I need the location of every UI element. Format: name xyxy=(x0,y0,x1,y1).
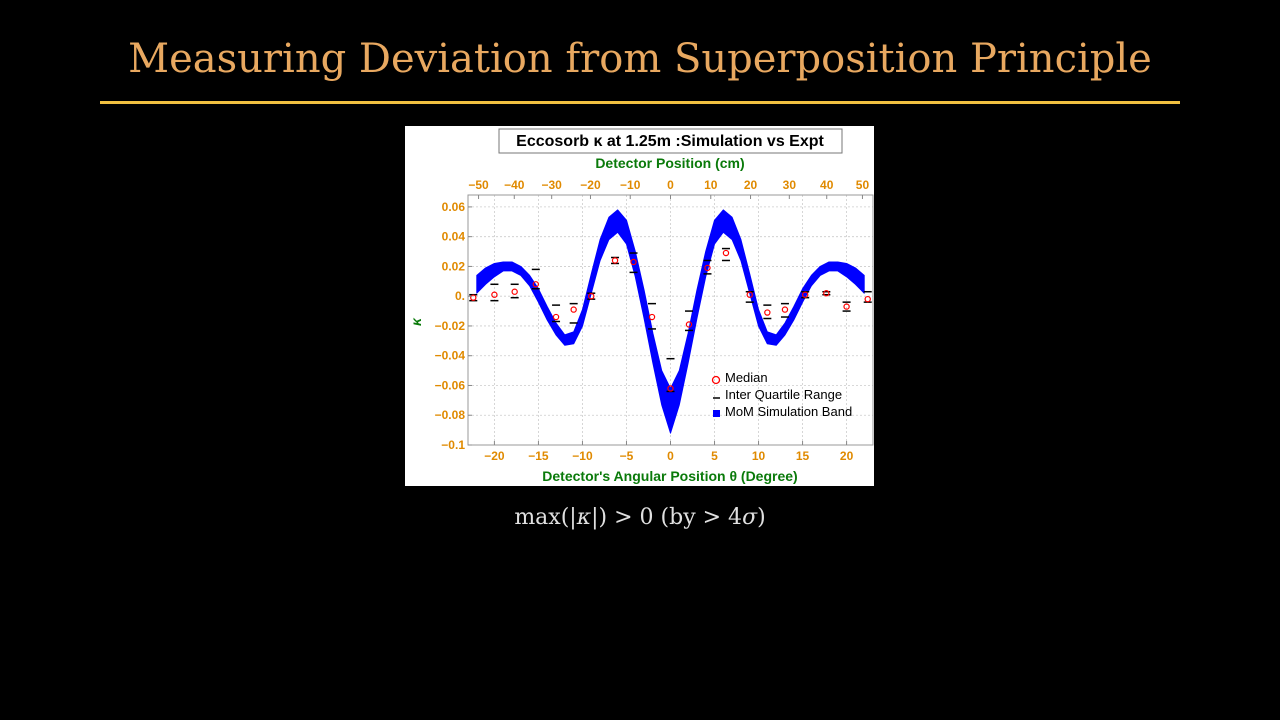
x2-tick-label: 0 xyxy=(667,178,674,192)
median-point xyxy=(843,303,850,310)
median-point xyxy=(704,264,711,272)
caption-kappa: κ xyxy=(576,505,592,530)
median-point xyxy=(802,291,809,298)
x2-tick-label: −50 xyxy=(468,178,489,192)
median-point xyxy=(781,306,789,313)
x2-tick-label: 20 xyxy=(744,178,758,192)
y-tick-label: −0.08 xyxy=(435,408,466,422)
slide-title: Measuring Deviation from Superposition P… xyxy=(128,36,1152,82)
y-tick-label: −0.04 xyxy=(435,349,466,363)
legend: Median Inter Quartile Range MoM Simulati… xyxy=(711,370,852,419)
x-tick-label: 5 xyxy=(711,449,718,463)
x-tick-label: −15 xyxy=(528,449,549,463)
y-tick-label: 0. xyxy=(455,289,465,303)
median-point xyxy=(630,258,637,266)
y-tick-label: 0.06 xyxy=(442,200,466,214)
caption-prefix: max(| xyxy=(514,505,577,530)
x-tick-label: 15 xyxy=(796,449,810,463)
median-point xyxy=(764,309,771,316)
y-tick-label: −0.1 xyxy=(441,438,465,452)
y-tick-label: 0.02 xyxy=(442,259,466,273)
top-axis-label: Detector Position (cm) xyxy=(595,155,744,171)
median-point xyxy=(864,295,871,303)
x2-tick-label: 40 xyxy=(820,178,834,192)
median-point xyxy=(511,288,518,295)
legend-band-label: MoM Simulation Band xyxy=(725,404,852,419)
median-point xyxy=(648,313,656,321)
median-point xyxy=(722,249,730,257)
y-tick-label: −0.02 xyxy=(435,319,466,333)
y-tick-label: 0.04 xyxy=(442,230,466,244)
y-axis-label: κ xyxy=(408,317,424,326)
title-divider xyxy=(100,101,1180,104)
bottom-axis-label: Detector's Angular Position θ (Degree) xyxy=(542,468,797,484)
x-tick-label: 0 xyxy=(667,449,674,463)
median-point xyxy=(491,291,498,298)
y-tick-label: −0.06 xyxy=(435,378,466,392)
slide-caption: max(|κ|) > 0 (by > 4σ) xyxy=(0,505,1280,530)
median-point xyxy=(470,294,477,301)
x2-tick-label: −20 xyxy=(580,178,601,192)
tick-labels: −20 −15 −10 −5 0 5 10 15 200.060.040.020.−0.02−0… xyxy=(435,178,870,463)
median-series xyxy=(470,249,871,392)
x2-tick-label: −10 xyxy=(620,178,641,192)
chart-figure: Eccosorb κ at 1.25m :Simulation vs Expt … xyxy=(405,126,874,486)
chart-svg: Eccosorb κ at 1.25m :Simulation vs Expt … xyxy=(408,128,874,484)
x2-tick-label: −30 xyxy=(541,178,562,192)
median-point xyxy=(823,290,830,297)
chart-title-box xyxy=(498,128,843,154)
caption-close: ) xyxy=(757,505,766,530)
chart-title: Eccosorb κ at 1.25m :Simulation vs Expt xyxy=(516,133,824,150)
caption-sigma: σ xyxy=(742,505,758,530)
x-tick-label: −20 xyxy=(484,449,505,463)
x2-tick-label: 10 xyxy=(704,178,718,192)
legend-median-label: Median xyxy=(725,370,768,385)
legend-band-marker xyxy=(713,410,720,417)
x2-tick-label: −40 xyxy=(504,178,525,192)
median-point xyxy=(570,306,577,313)
x-tick-label: 20 xyxy=(840,449,854,463)
x2-tick-label: 30 xyxy=(783,178,797,192)
legend-iqr-label: Inter Quartile Range xyxy=(725,387,842,402)
caption-suffix: |) > 0 (by > 4 xyxy=(591,505,743,530)
median-point xyxy=(746,291,753,298)
legend-median-marker xyxy=(711,375,721,385)
median-point xyxy=(611,257,619,264)
x-tick-label: −5 xyxy=(620,449,634,463)
median-point xyxy=(588,292,595,300)
median-point xyxy=(685,321,693,328)
median-point xyxy=(667,385,674,392)
x-tick-label: −10 xyxy=(572,449,593,463)
x2-tick-label: 50 xyxy=(856,178,870,192)
median-point xyxy=(552,313,560,321)
x-tick-label: 10 xyxy=(752,449,766,463)
median-point xyxy=(532,281,539,288)
